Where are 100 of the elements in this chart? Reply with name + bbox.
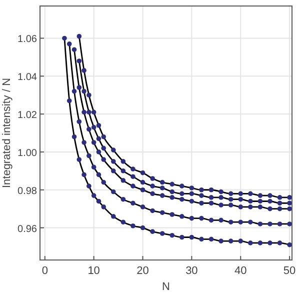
point — [140, 204, 146, 210]
point — [101, 134, 106, 140]
point — [208, 218, 214, 223]
point — [180, 234, 184, 240]
point — [130, 174, 136, 179]
x-tick-label: 50 — [283, 265, 296, 277]
y-tick-label: 1.02 — [18, 110, 38, 122]
point — [287, 206, 292, 212]
point — [120, 168, 126, 174]
point — [189, 216, 194, 221]
point — [277, 200, 282, 206]
point — [82, 110, 86, 115]
point — [258, 240, 263, 246]
point — [91, 164, 96, 170]
point — [180, 214, 184, 219]
point — [72, 88, 77, 94]
point — [268, 193, 272, 198]
point — [120, 159, 126, 164]
point — [96, 150, 102, 154]
point — [160, 231, 165, 236]
point — [150, 229, 155, 234]
point — [199, 187, 204, 192]
point — [150, 184, 155, 188]
point — [91, 193, 96, 198]
point — [238, 238, 244, 244]
point — [120, 178, 126, 183]
point — [82, 172, 86, 178]
point — [228, 220, 234, 224]
point — [258, 204, 263, 210]
point — [287, 195, 292, 200]
point — [170, 182, 175, 187]
point — [150, 176, 155, 181]
point — [248, 198, 253, 204]
point — [160, 193, 165, 198]
point — [258, 222, 263, 226]
point — [189, 186, 194, 190]
point — [96, 123, 102, 128]
point — [160, 186, 165, 190]
point — [76, 119, 82, 124]
point — [208, 195, 214, 200]
point — [189, 198, 194, 204]
y-tick-label: 1.00 — [18, 148, 38, 159]
point — [91, 124, 96, 130]
point — [170, 195, 175, 200]
point — [76, 85, 82, 90]
point — [258, 193, 263, 198]
point — [238, 220, 244, 224]
point — [170, 212, 175, 217]
point — [130, 200, 136, 206]
point — [189, 234, 194, 240]
point — [130, 166, 136, 172]
point — [101, 157, 106, 162]
point — [287, 242, 292, 248]
point — [268, 198, 272, 204]
point — [218, 218, 224, 223]
point — [180, 196, 184, 202]
x-tick-label: 10 — [88, 265, 100, 277]
point — [189, 191, 194, 196]
point — [140, 180, 146, 185]
point — [160, 210, 165, 216]
point — [248, 204, 253, 210]
point — [287, 200, 292, 206]
point — [228, 238, 234, 244]
point — [96, 136, 102, 142]
y-tick-label: 1.06 — [18, 34, 38, 46]
point — [248, 220, 253, 224]
point — [199, 216, 204, 221]
point — [277, 206, 282, 212]
point — [258, 198, 263, 204]
point — [248, 191, 253, 196]
point — [66, 98, 72, 104]
y-tick-label: 1.04 — [18, 72, 38, 84]
point — [91, 140, 96, 145]
point — [130, 184, 136, 188]
y-axis-title: Integrated intensity / N — [1, 78, 13, 188]
point — [82, 68, 86, 73]
point — [208, 236, 214, 242]
point — [238, 204, 244, 210]
point — [238, 196, 244, 202]
point — [228, 191, 234, 196]
point — [130, 223, 136, 228]
point — [82, 140, 86, 145]
point — [91, 110, 96, 115]
point — [76, 34, 82, 39]
point — [111, 168, 116, 174]
point — [268, 206, 272, 212]
point — [66, 42, 72, 46]
point — [218, 195, 224, 200]
point — [86, 153, 92, 158]
point — [277, 240, 282, 246]
point — [218, 202, 224, 208]
point — [170, 232, 175, 238]
y-tick-label: 0.98 — [18, 186, 38, 197]
point — [180, 184, 184, 188]
point — [72, 47, 77, 52]
point — [76, 58, 82, 64]
point — [86, 110, 92, 115]
point — [82, 88, 86, 94]
x-tick-label: 40 — [234, 265, 247, 277]
point — [101, 146, 106, 151]
